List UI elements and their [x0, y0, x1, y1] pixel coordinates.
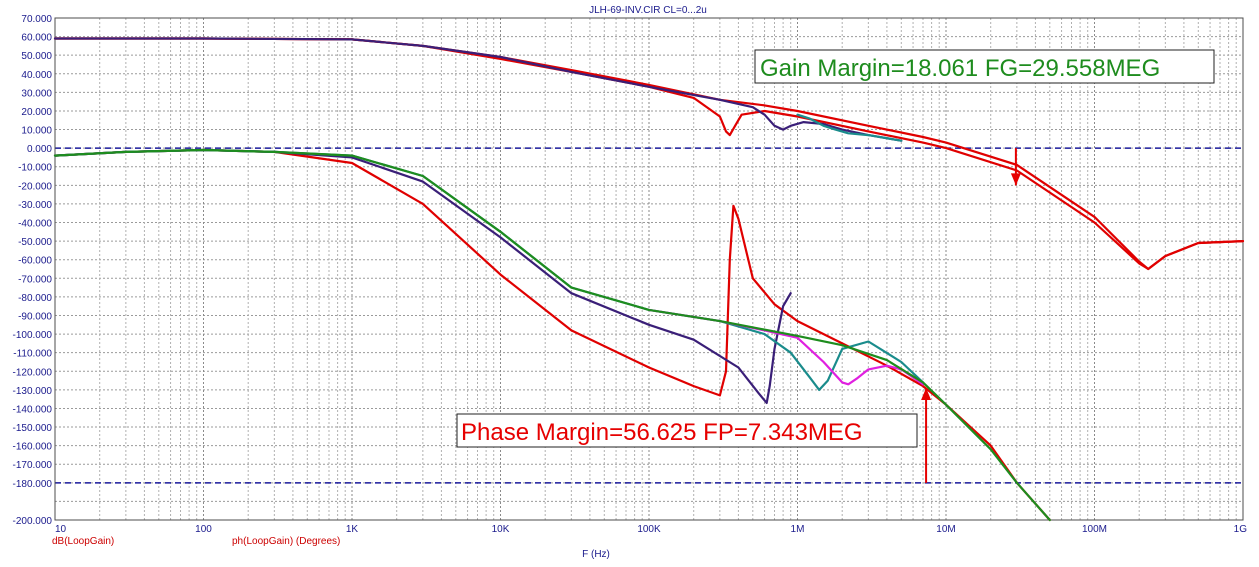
x-tick-label: 10M: [936, 524, 955, 535]
y-tick-label: -40.000: [18, 219, 52, 230]
y-tick-label: -130.000: [13, 386, 53, 397]
margin-arrows: [921, 148, 1021, 483]
margin-arrow-head: [921, 387, 932, 400]
legend-gain-label: dB(LoopGain): [52, 536, 114, 547]
y-tick-label: -180.000: [13, 479, 53, 490]
y-tick-label: 40.000: [21, 70, 52, 81]
gain-series-line: [53, 37, 903, 142]
x-tick-label: 100K: [637, 524, 661, 535]
y-tick-label: -140.000: [13, 404, 53, 415]
y-tick-label: 20.000: [21, 107, 52, 118]
x-tick-label: 1K: [346, 524, 359, 535]
x-axis-label: F (Hz): [582, 549, 610, 560]
gain-margin-text: Gain Margin=18.061 FG=29.558MEG: [760, 55, 1160, 82]
y-tick-label: -20.000: [18, 181, 52, 192]
grid: [54, 17, 1243, 521]
phase-margin-box: [456, 413, 918, 448]
x-tick-label: 10K: [492, 524, 510, 535]
reference-lines: [55, 147, 1243, 484]
phase-series-line: [53, 148, 925, 391]
x-tick-label: 1G: [1234, 524, 1248, 535]
gain-margin-annotation: Gain Margin=18.061 FG=29.558MEG: [754, 49, 1215, 84]
chart-title: JLH-69-INV.CIR CL=0...2u: [589, 5, 707, 16]
phase-series-line: [53, 148, 1051, 522]
y-tick-label: -90.000: [18, 311, 52, 322]
y-tick-label: -30.000: [18, 200, 52, 211]
gain-series-line: [796, 113, 903, 142]
phase-series-line: [647, 308, 925, 386]
gain-series-line: [53, 37, 1245, 271]
y-tick-label: -80.000: [18, 293, 52, 304]
y-tick-labels: 70.000 60.000 50.000 40.000 30.000 20.000 10.0…: [13, 14, 53, 527]
y-tick-label: -50.000: [18, 237, 52, 248]
y-tick-label: 70.000: [21, 14, 52, 25]
y-tick-label: -120.000: [13, 367, 53, 378]
y-tick-label: -170.000: [13, 460, 53, 471]
phase-margin-annotation: Phase Margin=56.625 FP=7.343MEG: [456, 413, 918, 448]
y-tick-label: -60.000: [18, 256, 52, 267]
y-tick-label: -160.000: [13, 442, 53, 453]
y-tick-label: -150.000: [13, 423, 53, 434]
y-tick-label: 0.000: [27, 144, 52, 155]
phase-margin-text: Phase Margin=56.625 FP=7.343MEG: [461, 419, 863, 446]
phase-series-line: [53, 148, 1051, 522]
x-tick-label: 10: [55, 524, 67, 535]
x-tick-label: 100M: [1082, 524, 1107, 535]
y-tick-label: 50.000: [21, 51, 52, 62]
x-tick-label: 100: [195, 524, 212, 535]
y-tick-label: -100.000: [13, 330, 53, 341]
y-tick-label: 10.000: [21, 126, 52, 137]
gain-margin-box: [754, 49, 1215, 84]
plot-frame: [54, 17, 1244, 521]
y-tick-label: -110.000: [13, 349, 52, 360]
y-tick-label: -10.000: [18, 163, 52, 174]
x-tick-label: 1M: [791, 524, 805, 535]
y-tick-label: 60.000: [21, 33, 52, 44]
y-tick-label: 30.000: [21, 88, 52, 99]
y-tick-label: -200.000: [13, 516, 53, 527]
series-lines: [53, 37, 1245, 522]
margin-arrow-head: [1010, 173, 1021, 186]
legend-phase-label: ph(LoopGain) (Degrees): [232, 536, 340, 547]
y-tick-label: -70.000: [18, 274, 52, 285]
x-tick-labels: 10 100 1K 10K 100K 1M 10M 100M 1G: [55, 524, 1247, 535]
